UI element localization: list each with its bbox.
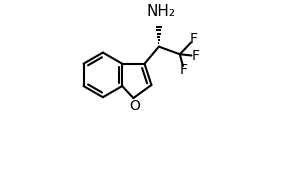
Text: O: O bbox=[129, 99, 140, 113]
Text: F: F bbox=[180, 63, 188, 77]
Text: F: F bbox=[190, 32, 198, 46]
Text: NH₂: NH₂ bbox=[146, 4, 175, 19]
Text: F: F bbox=[192, 49, 200, 63]
